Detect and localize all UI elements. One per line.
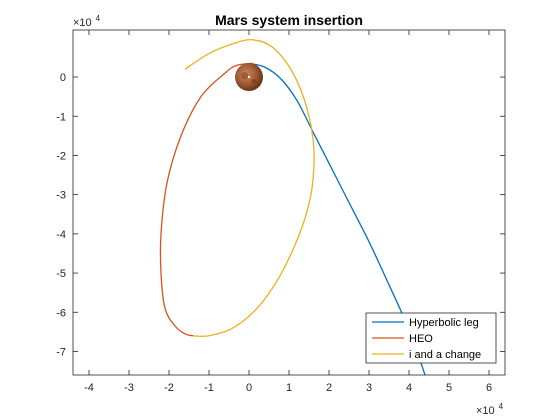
planet-mars-spot bbox=[251, 79, 256, 84]
x-tick-label: 5 bbox=[446, 382, 452, 394]
legend: Hyperbolic leg HEO i and a change bbox=[366, 313, 496, 363]
legend-label: HEO bbox=[409, 333, 433, 345]
x-tick-label: -3 bbox=[124, 382, 134, 394]
y-exponent-label: ×10 4 bbox=[73, 13, 101, 30]
x-exponent-label: ×10 4 bbox=[476, 401, 504, 418]
x-tick-label: 0 bbox=[246, 382, 252, 394]
y-tick-label: -7 bbox=[56, 346, 66, 358]
y-tick-label: -6 bbox=[56, 307, 66, 319]
x-tick-label: 3 bbox=[366, 382, 372, 394]
y-tick-label: -2 bbox=[56, 150, 66, 162]
x-tick-label: 4 bbox=[406, 382, 412, 394]
y-tick-label: 0 bbox=[60, 72, 66, 84]
x-tick-label: 1 bbox=[286, 382, 292, 394]
x-tick-label: -4 bbox=[84, 382, 94, 394]
planet-mars-spot bbox=[241, 72, 248, 79]
legend-label: Hyperbolic leg bbox=[409, 317, 479, 329]
x-tick-label: -1 bbox=[204, 382, 214, 394]
y-tick-label: -5 bbox=[56, 268, 66, 280]
x-tick-label: 6 bbox=[486, 382, 492, 394]
legend-label: i and a change bbox=[409, 349, 481, 361]
chart-title: Mars system insertion bbox=[215, 12, 363, 28]
x-tick-label: 2 bbox=[326, 382, 332, 394]
y-tick-label: -4 bbox=[56, 229, 66, 241]
series-line-heo bbox=[160, 63, 253, 335]
planet-center-marker bbox=[248, 76, 250, 78]
y-tick-label: -3 bbox=[56, 190, 66, 202]
x-tick-label: -2 bbox=[164, 382, 174, 394]
y-tick-label: -1 bbox=[56, 111, 66, 123]
